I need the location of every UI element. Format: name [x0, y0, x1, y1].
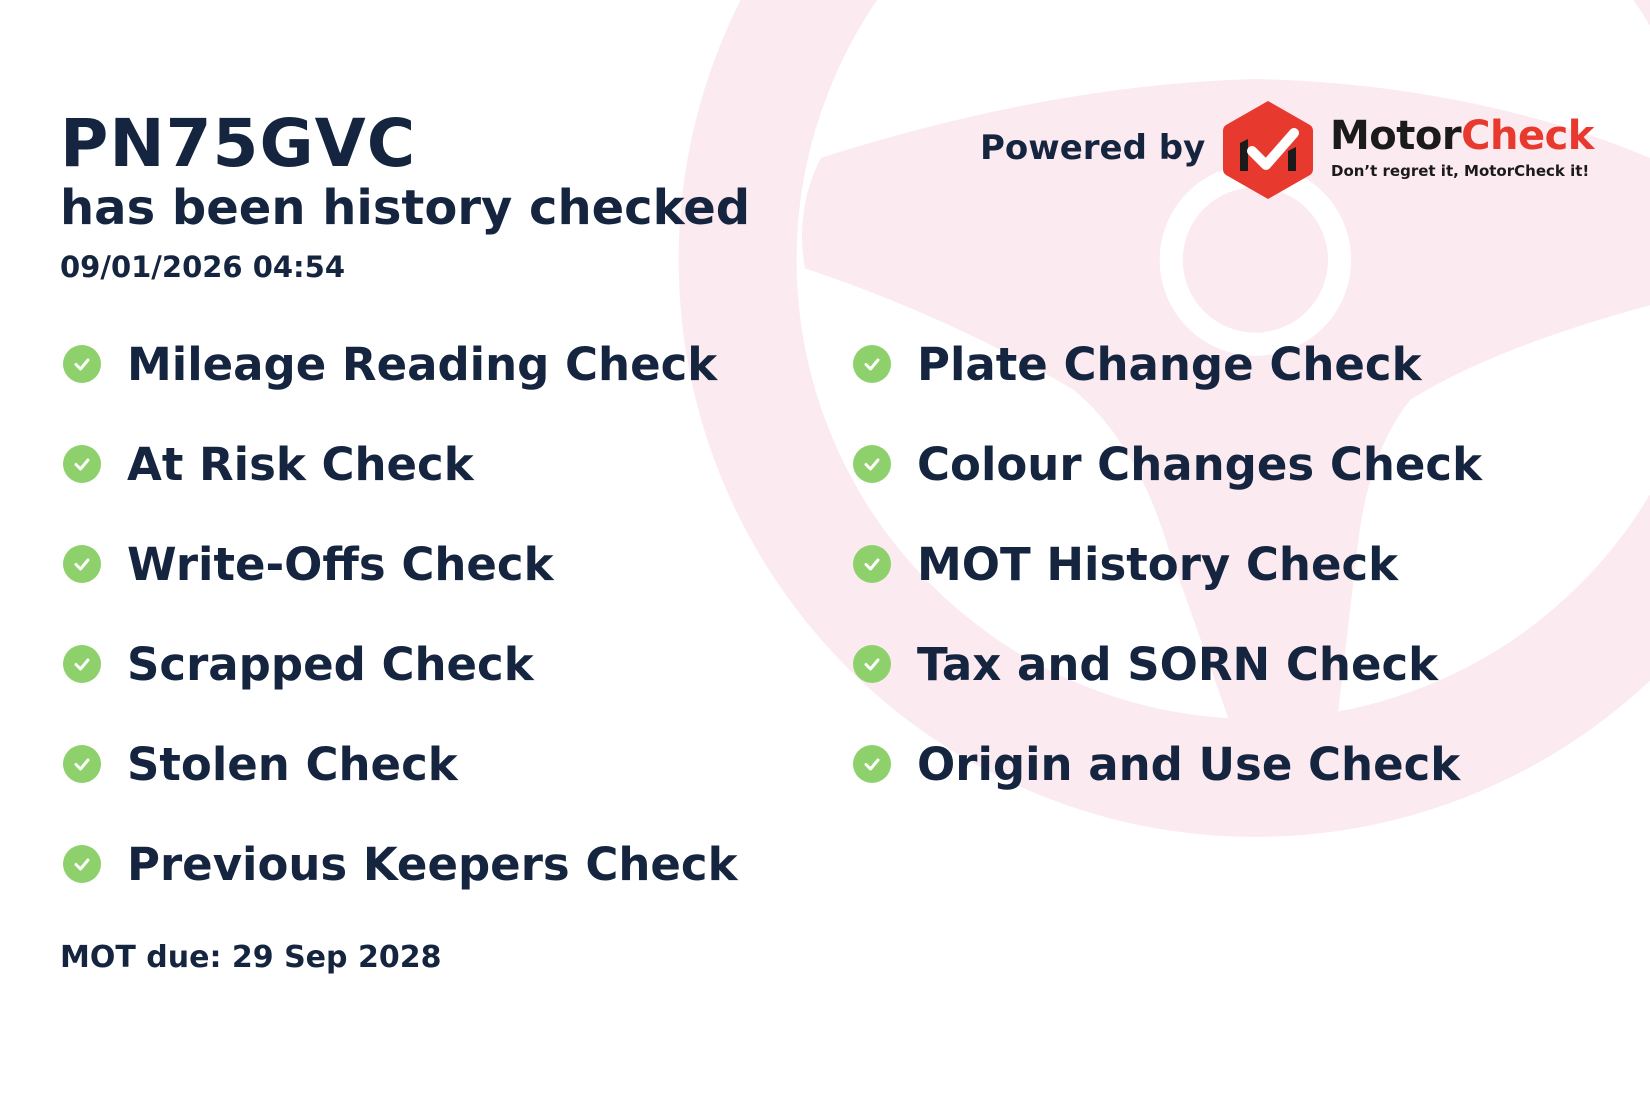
check-label: Colour Changes Check: [917, 437, 1483, 491]
motorcheck-logo-icon: [1223, 101, 1313, 199]
check-circle-icon: [63, 545, 101, 583]
check-item: MOT History Check: [853, 534, 1398, 594]
powered-by-label: Powered by: [980, 128, 1206, 168]
check-item: Scrapped Check: [63, 634, 534, 694]
check-circle-icon: [853, 745, 891, 783]
brand-tagline: Don’t regret it, MotorCheck it!: [1331, 162, 1590, 180]
check-label: Plate Change Check: [917, 337, 1422, 391]
check-circle-icon: [63, 845, 101, 883]
check-circle-icon: [853, 645, 891, 683]
check-label: Stolen Check: [127, 737, 458, 791]
check-label: Scrapped Check: [127, 637, 534, 691]
check-item: Plate Change Check: [853, 334, 1422, 394]
check-item: Mileage Reading Check: [63, 334, 717, 394]
motorcheck-wordmark: MotorCheck: [1330, 113, 1594, 159]
check-circle-icon: [853, 545, 891, 583]
check-item: Tax and SORN Check: [853, 634, 1438, 694]
check-label: Origin and Use Check: [917, 737, 1461, 791]
check-circle-icon: [63, 445, 101, 483]
check-label: At Risk Check: [127, 437, 474, 491]
check-item: Stolen Check: [63, 734, 458, 794]
brand-part-check: Check: [1461, 113, 1594, 159]
check-label: Mileage Reading Check: [127, 337, 718, 391]
check-circle-icon: [853, 445, 891, 483]
check-circle-icon: [63, 345, 101, 383]
check-circle-icon: [853, 345, 891, 383]
vehicle-registration: PN75GVC: [60, 105, 417, 182]
check-label: MOT History Check: [917, 537, 1399, 591]
check-circle-icon: [63, 645, 101, 683]
page-subtitle: has been history checked: [60, 180, 751, 236]
mot-due-date: MOT due: 29 Sep 2028: [60, 940, 442, 975]
check-item: Write-Offs Check: [63, 534, 554, 594]
check-label: Write-Offs Check: [127, 537, 554, 591]
check-label: Tax and SORN Check: [917, 637, 1439, 691]
check-item: Origin and Use Check: [853, 734, 1460, 794]
check-timestamp: 09/01/2026 04:54: [60, 250, 346, 284]
brand-part-motor: Motor: [1330, 113, 1462, 159]
check-item: Colour Changes Check: [853, 434, 1482, 494]
check-circle-icon: [63, 745, 101, 783]
check-item: At Risk Check: [63, 434, 474, 494]
check-label: Previous Keepers Check: [127, 837, 738, 891]
check-item: Previous Keepers Check: [63, 834, 738, 894]
